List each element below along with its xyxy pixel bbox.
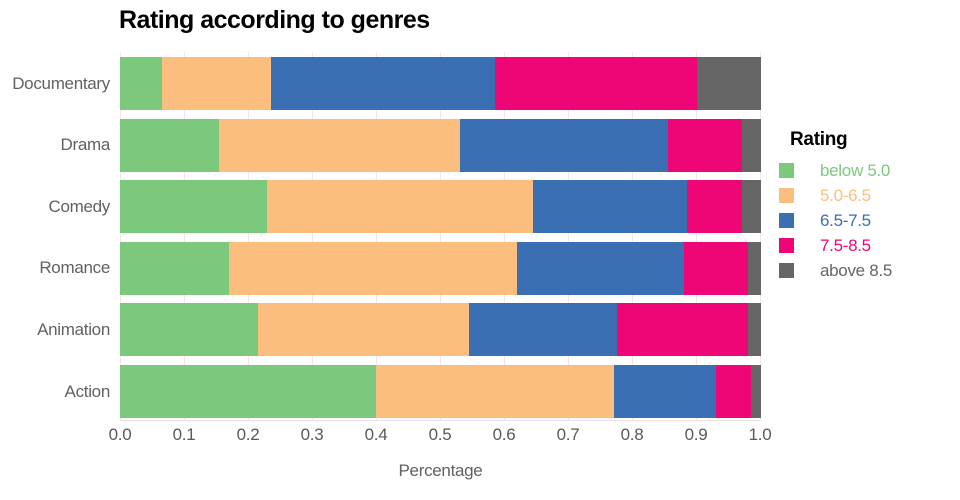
bar-segment-animation-below-5.0 <box>120 303 258 357</box>
bar-segment-action-below-5.0 <box>120 364 377 418</box>
y-axis-label-documentary: Documentary <box>12 73 110 93</box>
bar-segment-romance-5.0-6.5 <box>228 241 518 295</box>
x-axis-tick-0.5: 0.5 <box>428 425 452 444</box>
bar-segment-comedy-6.5-7.5 <box>533 180 688 234</box>
bar-row-action <box>120 364 761 418</box>
bar-segment-comedy-5.0-6.5 <box>267 180 534 234</box>
legend-items: below 5.0 5.0-6.5 6.5-7.5 7.5-8.5 above 8.5 <box>779 158 892 283</box>
bar-segment-action-6.5-7.5 <box>613 364 717 418</box>
x-axis-tick-0.1: 0.1 <box>172 425 196 444</box>
bar-segment-drama-below-5.0 <box>120 118 220 172</box>
x-axis-tick-0.7: 0.7 <box>556 425 580 444</box>
bar-segment-documentary-above-8.5 <box>696 57 761 110</box>
bar-row-animation <box>120 303 761 357</box>
x-axis-tick-0.0: 0.0 <box>108 425 132 444</box>
gridline <box>312 52 313 420</box>
bar-segment-drama-6.5-7.5 <box>459 118 669 172</box>
x-axis-tick-1.0: 1.0 <box>748 425 772 444</box>
legend-label: 7.5-8.5 <box>820 235 871 255</box>
y-axis-label-comedy: Comedy <box>48 196 110 216</box>
bar-segment-animation-6.5-7.5 <box>469 303 617 357</box>
x-axis-tick-0.3: 0.3 <box>300 425 324 444</box>
gridline <box>504 52 505 420</box>
bar-segment-animation-7.5-8.5 <box>616 303 749 357</box>
bar-segment-romance-6.5-7.5 <box>517 241 685 295</box>
gridline <box>120 52 121 420</box>
legend-item-above-8.5: above 8.5 <box>779 258 892 283</box>
bar-segment-animation-5.0-6.5 <box>257 303 470 357</box>
bar-segment-documentary-7.5-8.5 <box>494 57 697 110</box>
legend-item-7.5-8.5: 7.5-8.5 <box>779 233 892 258</box>
x-axis-title: Percentage <box>398 461 483 480</box>
legend-item-below-5.0: below 5.0 <box>779 158 892 183</box>
legend-swatch-icon <box>779 263 794 278</box>
bar-segment-romance-7.5-8.5 <box>684 241 749 295</box>
x-axis-tick-0.2: 0.2 <box>236 425 260 444</box>
x-axis-tick-0.9: 0.9 <box>684 425 708 444</box>
bar-segment-animation-above-8.5 <box>748 303 761 357</box>
gridline <box>696 52 697 420</box>
y-axis-label-action: Action <box>64 381 111 401</box>
bar-segment-documentary-6.5-7.5 <box>270 57 495 110</box>
legend-label: below 5.0 <box>820 160 891 180</box>
legend-label: above 8.5 <box>820 260 892 280</box>
bar-segment-romance-below-5.0 <box>120 241 229 295</box>
legend-swatch-icon <box>779 213 794 228</box>
gridline <box>376 52 377 420</box>
legend-label: 6.5-7.5 <box>820 210 871 230</box>
plot-area <box>120 52 761 421</box>
bar-segment-comedy-7.5-8.5 <box>687 180 742 234</box>
chart-title: Rating according to genres <box>119 6 430 34</box>
legend-item-5.0-6.5: 5.0-6.5 <box>779 183 892 208</box>
bar-segment-drama-5.0-6.5 <box>219 118 460 172</box>
bar-segment-romance-above-8.5 <box>748 241 761 295</box>
bar-segment-action-above-8.5 <box>751 364 761 418</box>
gridline <box>568 52 569 420</box>
bar-row-documentary <box>120 57 761 110</box>
bar-segment-comedy-above-8.5 <box>741 180 761 234</box>
bar-segment-drama-above-8.5 <box>741 118 761 172</box>
gridline <box>184 52 185 420</box>
bar-segment-action-7.5-8.5 <box>716 364 752 418</box>
bar-segment-documentary-5.0-6.5 <box>161 57 271 110</box>
legend-title: Rating <box>790 129 848 150</box>
gridline <box>440 52 441 420</box>
bar-stack-container <box>120 57 761 418</box>
bar-row-romance <box>120 241 761 295</box>
legend: Rating below 5.0 5.0-6.5 6.5-7.5 7.5-8.5 abo… <box>779 129 892 283</box>
legend-swatch-icon <box>779 238 794 253</box>
gridline <box>248 52 249 420</box>
x-axis-tick-0.4: 0.4 <box>364 425 388 444</box>
bar-row-drama <box>120 118 761 172</box>
bar-segment-comedy-below-5.0 <box>120 180 268 234</box>
y-axis-label-drama: Drama <box>60 135 110 155</box>
gridline <box>632 52 633 420</box>
legend-item-6.5-7.5: 6.5-7.5 <box>779 208 892 233</box>
gridline <box>760 52 761 420</box>
x-axis-tick-0.6: 0.6 <box>492 425 516 444</box>
bar-segment-documentary-below-5.0 <box>120 57 162 110</box>
y-axis-label-animation: Animation <box>37 319 110 339</box>
bar-segment-drama-7.5-8.5 <box>668 118 742 172</box>
bar-row-comedy <box>120 180 761 234</box>
bar-segment-action-5.0-6.5 <box>376 364 614 418</box>
legend-label: 5.0-6.5 <box>820 185 871 205</box>
legend-swatch-icon <box>779 163 794 178</box>
x-axis-tick-0.8: 0.8 <box>620 425 644 444</box>
y-axis-label-romance: Romance <box>39 258 110 278</box>
legend-swatch-icon <box>779 188 794 203</box>
